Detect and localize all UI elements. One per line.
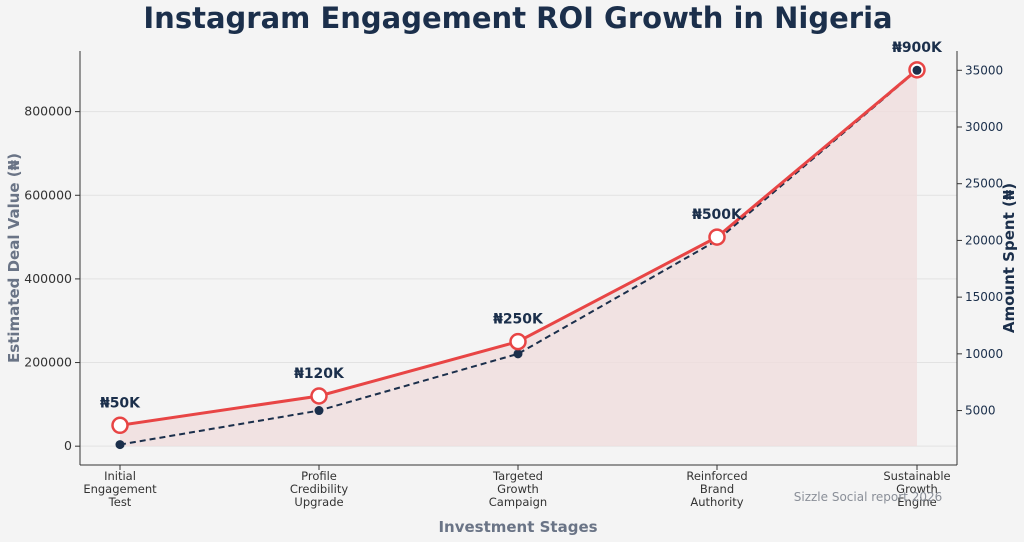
left-axis-title: Estimated Deal Value (₦)	[5, 153, 23, 363]
left-tick-label: 200000	[24, 355, 72, 370]
x-axis-categories: Initial Engagement Test Profile Credibility U…	[83, 465, 951, 509]
amount-spent-line	[119, 69, 918, 446]
deal-value-point	[509, 332, 527, 351]
left-tick-label: 800000	[24, 104, 72, 119]
right-axis-ticks: 5000 10000 15000 20000 25000 30000 35000	[957, 63, 1003, 418]
x-category-line: Credibility	[290, 482, 348, 496]
deal-value-point	[708, 228, 726, 246]
amount-spent-point	[115, 440, 125, 450]
x-category-line: Sustainable	[883, 469, 950, 483]
x-category-line: Engine	[897, 495, 936, 509]
x-category-line: Test	[108, 495, 132, 509]
deal-value-area	[120, 69, 917, 447]
right-tick-label: 20000	[965, 233, 1003, 247]
x-category-label: Initial Engagement Test	[83, 469, 157, 509]
area-fill-layer	[120, 69, 917, 447]
data-points-layer	[111, 61, 926, 450]
source-watermark: Sizzle Social report 2026	[794, 490, 942, 504]
x-category-label: Reinforced Brand Authority	[686, 469, 747, 509]
right-tick-label: 15000	[965, 290, 1003, 304]
right-tick-label: 30000	[965, 120, 1003, 134]
deal-value-point	[111, 416, 129, 435]
x-category-label: Targeted Growth Campaign	[489, 469, 547, 509]
x-category-line: Upgrade	[294, 495, 343, 509]
x-category-label: Sustainable Growth Engine	[883, 469, 950, 509]
deal-value-label: ₦50K	[100, 395, 141, 411]
amount-spent-point	[314, 406, 324, 416]
left-tick-label: 600000	[24, 187, 72, 202]
right-tick-label: 35000	[965, 63, 1003, 77]
x-category-line: Initial	[104, 469, 136, 483]
amount-spent-point	[513, 349, 523, 359]
data-labels-layer: ₦50K ₦120K ₦250K ₦500K ₦900K	[100, 40, 943, 411]
deal-value-label: ₦900K	[892, 40, 943, 56]
right-tick-label: 25000	[965, 177, 1003, 191]
amount-spent-point-top	[912, 65, 922, 75]
x-category-line: Reinforced	[686, 469, 747, 483]
x-category-line: Profile	[301, 469, 337, 483]
x-category-line: Authority	[690, 495, 743, 509]
x-category-label: Profile Credibility Upgrade	[290, 469, 348, 509]
x-category-line: Growth	[497, 482, 539, 496]
left-tick-label: 400000	[24, 271, 72, 286]
right-tick-label: 5000	[965, 404, 996, 418]
x-axis-title: Investment Stages	[438, 518, 597, 536]
x-category-line: Campaign	[489, 495, 547, 509]
deal-value-point	[310, 387, 328, 405]
right-axis-title: Amount Spent (₦)	[1000, 183, 1018, 333]
x-category-line: Brand	[700, 482, 734, 496]
deal-value-label: ₦120K	[294, 366, 345, 382]
x-category-line: Targeted	[492, 469, 543, 483]
right-tick-label: 10000	[965, 347, 1003, 361]
left-tick-label: 0	[64, 438, 72, 453]
left-axis-ticks: 0 200000 400000 600000 800000	[24, 104, 80, 453]
chart-title: Instagram Engagement ROI Growth in Niger…	[143, 1, 892, 35]
deal-value-label: ₦500K	[692, 207, 743, 223]
x-category-line: Engagement	[83, 482, 157, 496]
deal-value-label: ₦250K	[493, 312, 544, 328]
x-category-line: Growth	[896, 482, 938, 496]
